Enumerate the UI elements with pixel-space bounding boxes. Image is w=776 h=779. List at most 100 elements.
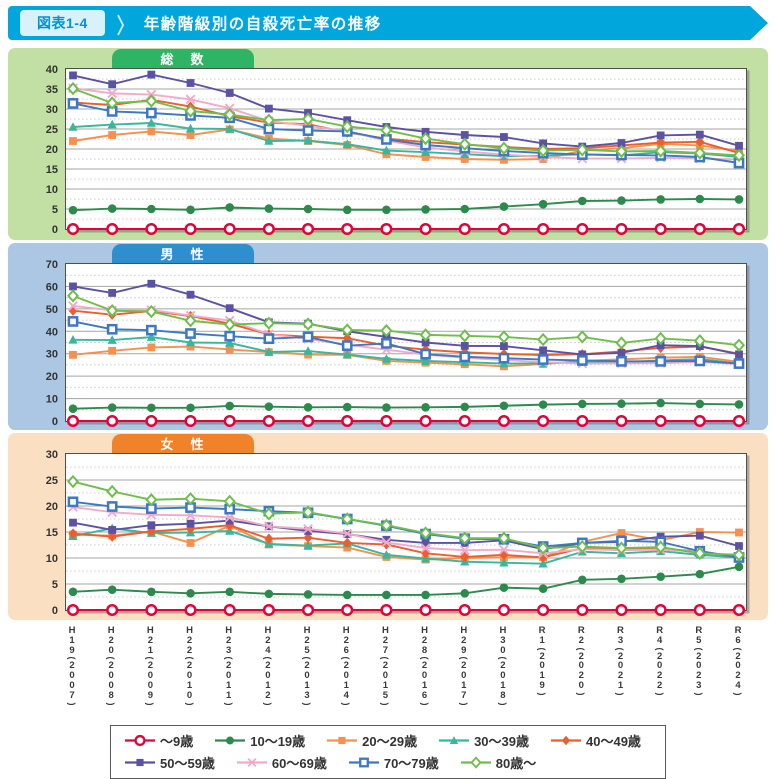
legend-marker-icon bbox=[348, 757, 379, 768]
x-axis-label: R 6(2 0 2 4) bbox=[733, 625, 743, 696]
y-tick-label: 70 bbox=[46, 259, 58, 271]
x-axis-label: H 2 3(2 0 1 1) bbox=[223, 625, 234, 706]
chart-total: 0 5 10 15 20 25 30 35 40 bbox=[46, 64, 746, 236]
y-tick-label: 10 bbox=[46, 184, 58, 196]
y-tick-label: 25 bbox=[46, 124, 58, 136]
y-tick-label: 0 bbox=[52, 416, 58, 428]
legend-marker-icon bbox=[125, 758, 155, 767]
x-axis-label: H 1 9(2 0 0 7) bbox=[67, 625, 77, 706]
legend-label: 20～29歳 bbox=[362, 734, 418, 749]
x-axis: H 1 9(2 0 0 7) H 2 0(2 0 0 8) H 2 1(2 0 0 9) H 2 2(2 0 1 0) H 2 3(… bbox=[8, 623, 768, 721]
y-tick-label: 50 bbox=[46, 304, 58, 316]
y-tick-label: 30 bbox=[46, 449, 58, 461]
legend-item-age0_9: ～9歳 bbox=[125, 731, 193, 750]
legend-label: 70～79歳 bbox=[383, 756, 439, 771]
legend-item-age40_49: 40～49歳 bbox=[551, 731, 641, 750]
x-axis-label: H 2 7(2 0 1 5) bbox=[380, 625, 391, 706]
legend-item-age70_79: 70～79歳 bbox=[348, 753, 439, 772]
y-tick-label: 20 bbox=[46, 144, 58, 156]
y-tick-label: 10 bbox=[46, 553, 58, 565]
chart-female-plot-area: 0 5 10 15 20 25 30 bbox=[46, 449, 747, 617]
legend-item-age60_69: 60～69歳 bbox=[236, 753, 327, 772]
x-axis-label: H 2 0(2 0 0 8) bbox=[106, 625, 117, 706]
chart-total-plot-area: 0 5 10 15 20 25 30 35 40 bbox=[46, 64, 747, 236]
legend-label: 80歳～ bbox=[495, 756, 537, 771]
y-tick-label: 0 bbox=[52, 224, 58, 236]
legend-marker-icon bbox=[327, 736, 358, 745]
series-age70_79 bbox=[67, 316, 745, 369]
x-axis-label: H 2 5(2 0 1 3) bbox=[302, 625, 313, 706]
legend-row: 50～59歳 60～69歳 70～79歳 80歳～ bbox=[125, 753, 657, 772]
legend-marker-icon bbox=[439, 736, 470, 744]
series-age10_19 bbox=[68, 194, 744, 215]
y-tick-label: 5 bbox=[52, 204, 58, 216]
panel-female: 女 性 0 5 10 15 20 25 30 bbox=[8, 433, 768, 620]
x-axis-label: H 2 8(2 0 1 6) bbox=[419, 625, 430, 706]
legend-marker-icon bbox=[551, 735, 581, 746]
y-tick-label: 40 bbox=[46, 64, 58, 76]
x-axis-label: R 4(2 0 2 2) bbox=[654, 625, 665, 696]
chart-female: 0 5 10 15 20 25 30 bbox=[46, 449, 746, 617]
legend-item-age30_39: 30～39歳 bbox=[439, 731, 529, 750]
figure-header-banner: 図表1-4 〉 年齢階級別の自殺死亡率の推移 bbox=[8, 6, 768, 40]
series-age80 bbox=[66, 474, 746, 562]
x-axis-label: H 2 9(2 0 1 7) bbox=[458, 625, 469, 706]
y-tick-label: 20 bbox=[46, 501, 58, 513]
series-age0_9 bbox=[66, 414, 746, 428]
y-tick-label: 10 bbox=[46, 394, 58, 406]
series-age0_9 bbox=[66, 222, 746, 236]
series-age80 bbox=[66, 289, 746, 352]
chart-male-plot-area: 0 10 20 30 40 50 60 70 bbox=[46, 259, 747, 428]
series-age10_19 bbox=[68, 562, 744, 600]
tab-female: 女 性 bbox=[112, 434, 254, 453]
x-axis-label: H 2 4(2 0 1 2) bbox=[262, 625, 273, 706]
x-axis-label: R 2(2 0 2 0) bbox=[576, 625, 587, 696]
x-axis-label: R 3(2 0 2 1) bbox=[615, 625, 626, 696]
y-tick-label: 15 bbox=[46, 527, 58, 539]
x-axis-label: H 3 0(2 0 1 8) bbox=[497, 625, 508, 706]
y-tick-label: 60 bbox=[46, 281, 58, 293]
x-axis-label: R 5(2 0 2 3) bbox=[693, 625, 704, 696]
legend-marker-icon bbox=[460, 756, 491, 769]
figure-title: 年齢階級別の自殺死亡率の推移 bbox=[143, 16, 382, 33]
legend-label: 10～19歳 bbox=[250, 734, 306, 749]
y-tick-label: 30 bbox=[46, 349, 58, 361]
legend-marker-icon bbox=[215, 736, 246, 745]
tab-total: 総 数 bbox=[112, 49, 254, 68]
tab-male: 男 性 bbox=[112, 244, 254, 263]
y-tick-label: 25 bbox=[46, 475, 58, 487]
y-tick-label: 40 bbox=[46, 326, 58, 338]
legend-label: 50～59歳 bbox=[160, 756, 215, 771]
figure-number-tag: 図表1-4 bbox=[20, 10, 105, 36]
x-axis-labels: H 1 9(2 0 0 7) H 2 0(2 0 0 8) H 2 1(2 0 0 9) H 2 2(2 0 1 0) H 2 3(… bbox=[65, 626, 745, 721]
legend-item-age10_19: 10～19歳 bbox=[215, 731, 305, 750]
legend-marker-icon bbox=[125, 734, 155, 747]
panel-total: 総 数 0 5 10 15 20 25 30 35 40 bbox=[8, 48, 768, 240]
legend-label: 40～49歳 bbox=[586, 734, 641, 749]
x-axis-label: R 1(2 0 1 9) bbox=[537, 625, 548, 696]
y-tick-label: 0 bbox=[52, 605, 58, 617]
legend-row: ～9歳 10～19歳 20～29歳 30～39歳 40～49歳 bbox=[125, 731, 657, 750]
y-tick-label: 35 bbox=[46, 84, 58, 96]
legend-label: ～9歳 bbox=[160, 734, 194, 749]
legend-box: ～9歳 10～19歳 20～29歳 30～39歳 40～49歳 50～59歳 60～69歳 7… bbox=[110, 725, 666, 779]
series-age10_19 bbox=[68, 398, 744, 413]
legend-item-age20_29: 20～29歳 bbox=[327, 731, 417, 750]
series-age60_69 bbox=[68, 502, 744, 562]
chart-male: 0 10 20 30 40 50 60 70 bbox=[46, 259, 746, 428]
y-tick-label: 20 bbox=[46, 371, 58, 383]
chevron-right-icon: 〉 bbox=[116, 13, 134, 38]
x-axis-label: H 2 1(2 0 0 9) bbox=[145, 625, 156, 706]
y-tick-label: 5 bbox=[52, 579, 58, 591]
legend-item-age80: 80歳～ bbox=[460, 753, 537, 772]
y-tick-label: 30 bbox=[46, 104, 58, 116]
x-axis-label: H 2 6(2 0 1 4) bbox=[341, 625, 352, 706]
x-axis-label: H 2 2(2 0 1 0) bbox=[184, 625, 195, 706]
legend-label: 60～69歳 bbox=[271, 756, 327, 771]
panel-male: 男 性 0 10 20 30 40 50 60 70 bbox=[8, 243, 768, 430]
legend-label: 30～39歳 bbox=[474, 734, 529, 749]
y-tick-label: 15 bbox=[46, 164, 58, 176]
series-age80 bbox=[66, 81, 746, 163]
legend-marker-icon bbox=[236, 758, 267, 767]
